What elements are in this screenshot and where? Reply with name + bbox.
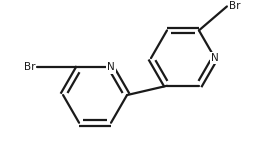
Text: N: N — [107, 62, 115, 72]
Text: Br: Br — [229, 1, 240, 11]
Text: Br: Br — [24, 62, 35, 72]
Text: N: N — [211, 53, 219, 63]
